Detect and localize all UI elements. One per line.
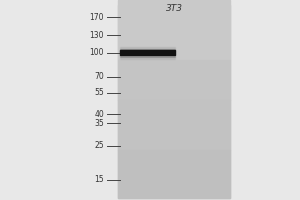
Bar <box>118 60 230 100</box>
Bar <box>120 49 175 51</box>
Text: 15: 15 <box>94 176 104 184</box>
Text: 40: 40 <box>94 110 104 119</box>
Text: 3T3: 3T3 <box>166 4 182 13</box>
Bar <box>120 50 175 55</box>
Bar <box>118 150 230 198</box>
Bar <box>120 57 175 59</box>
Text: 170: 170 <box>89 12 104 21</box>
Text: 100: 100 <box>89 48 104 57</box>
Text: 25: 25 <box>94 141 104 150</box>
Bar <box>120 55 175 57</box>
Bar <box>118 0 230 60</box>
Text: 70: 70 <box>94 72 104 81</box>
Text: 35: 35 <box>94 119 104 128</box>
Bar <box>118 5 230 198</box>
Text: 55: 55 <box>94 88 104 97</box>
Text: 130: 130 <box>89 31 104 40</box>
Bar <box>120 47 175 49</box>
Bar <box>118 100 230 150</box>
